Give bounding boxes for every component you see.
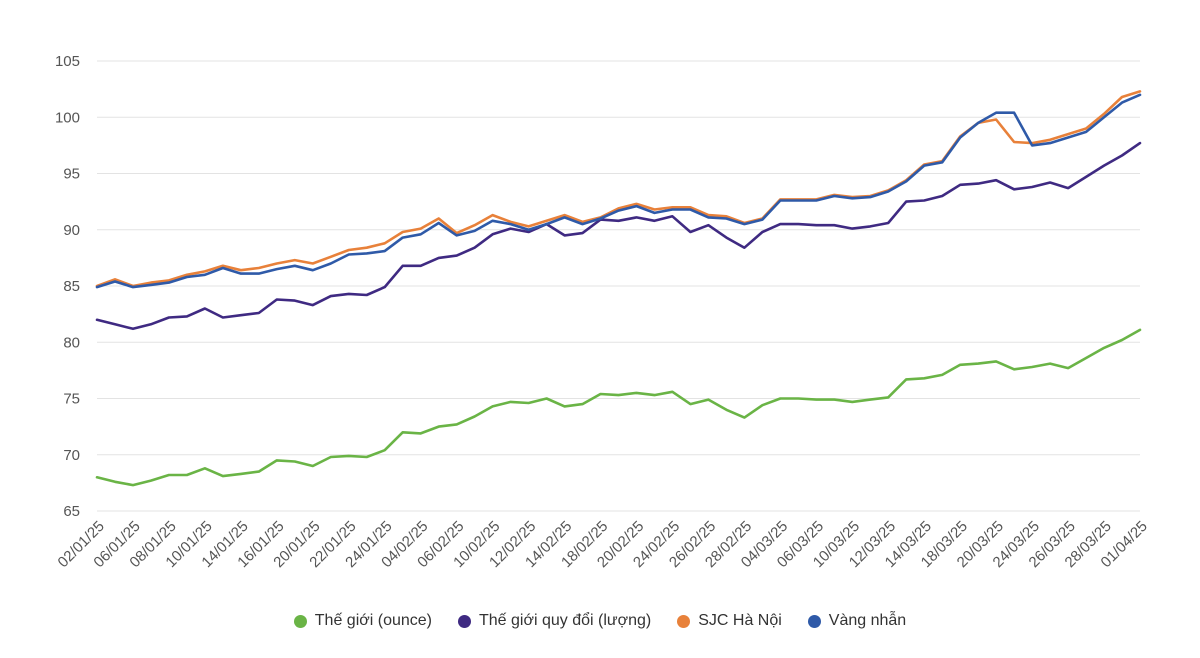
y-tick-label: 75: [63, 391, 80, 408]
y-tick-label: 70: [63, 447, 80, 464]
legend-dot-icon: [807, 614, 821, 628]
y-tick-label: 105: [55, 53, 80, 70]
x-axis: 02/01/2506/01/2508/01/2510/01/2514/01/25…: [55, 518, 1151, 571]
series-line-0: [95, 328, 1142, 487]
legend-item-2: SJC Hà Nội: [677, 612, 782, 630]
series-lines: [95, 90, 1142, 487]
line-chart: 65 70 75 80 85 90 95 100 105 02/01/2506/01/2508/…: [55, 53, 1151, 571]
series-line-1: [95, 141, 1142, 331]
y-axis: 65 70 75 80 85 90 95 100 105: [55, 53, 80, 520]
y-tick-label: 65: [63, 503, 80, 520]
y-tick-label: 80: [63, 334, 80, 351]
series-line-3: [95, 93, 1142, 289]
y-tick-label: 100: [55, 109, 80, 126]
legend-label: Thế giới quy đổi (lượng): [479, 612, 652, 629]
legend-item-0: Thế giới (ounce): [293, 612, 432, 630]
legend-dot-icon: [293, 614, 307, 628]
y-tick-label: 85: [63, 278, 80, 295]
legend-item-3: Vàng nhẫn: [807, 612, 907, 630]
y-tick-label: 90: [63, 222, 80, 239]
legend-label: SJC Hà Nội: [698, 612, 782, 629]
legend-label: Vàng nhẫn: [828, 612, 907, 629]
grid: [97, 60, 1140, 512]
legend: Thế giới (ounce) Thế giới quy đổi (lượng)…: [0, 612, 1200, 630]
y-tick-label: 95: [63, 166, 80, 183]
legend-item-1: Thế giới quy đổi (lượng): [458, 612, 651, 630]
legend-dot-icon: [458, 614, 471, 628]
legend-dot-icon: [677, 614, 691, 628]
legend-label: Thế giới (ounce): [314, 612, 432, 629]
